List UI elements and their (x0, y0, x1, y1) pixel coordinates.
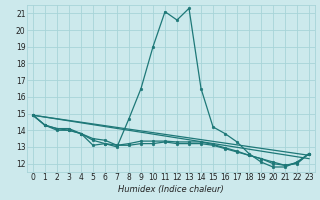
X-axis label: Humidex (Indice chaleur): Humidex (Indice chaleur) (118, 185, 224, 194)
